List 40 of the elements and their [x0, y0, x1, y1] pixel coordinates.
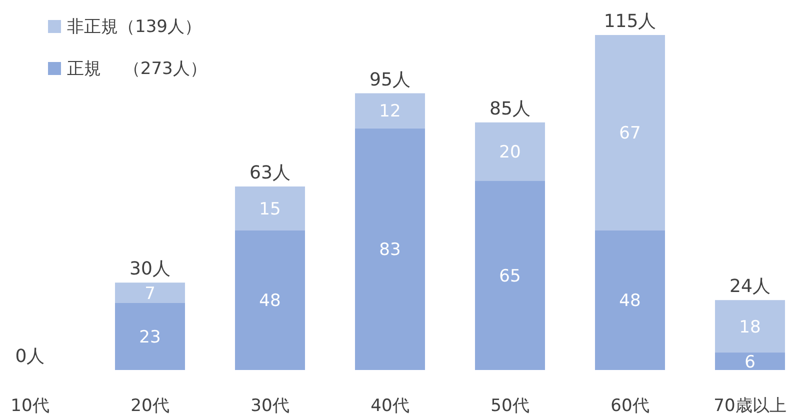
bar [595, 35, 665, 230]
bar [235, 186, 305, 230]
total-label: 85人 [490, 98, 530, 120]
bar [475, 180, 545, 370]
data-label: 67 [619, 124, 641, 144]
legend-label: 正規 （273人） [67, 59, 207, 79]
bar [715, 300, 785, 353]
total-label: 95人 [370, 69, 410, 90]
data-label: 83 [379, 240, 401, 260]
total-label: 30人 [130, 258, 170, 280]
bar [355, 93, 425, 128]
data-label: 18 [739, 317, 761, 338]
data-label: 48 [619, 291, 641, 312]
x-tick-label: 60代 [610, 396, 650, 414]
legend-label: 非正規（139人） [67, 17, 202, 37]
bar [235, 230, 305, 370]
bar [475, 122, 545, 181]
x-tick-label: 10代 [10, 396, 50, 414]
data-label: 20 [499, 142, 521, 163]
total-label: 63人 [250, 162, 290, 184]
data-label: 23 [139, 328, 161, 348]
data-label: 6 [744, 352, 756, 372]
bar [115, 303, 185, 370]
bar [715, 352, 785, 370]
x-tick-label: 40代 [370, 396, 410, 414]
x-tick-label: 70歳以上 [714, 396, 786, 414]
bar [115, 282, 185, 303]
data-label: 7 [144, 284, 156, 304]
bar [355, 128, 425, 370]
data-label: 48 [259, 291, 281, 312]
total-label: 0人 [15, 346, 45, 367]
data-label: 65 [499, 266, 521, 286]
x-tick-label: 50代 [490, 396, 530, 414]
x-tick-label: 20代 [130, 396, 170, 414]
total-label: 115人 [604, 11, 656, 32]
bar [595, 230, 665, 370]
data-label: 12 [379, 102, 401, 122]
total-label: 24人 [730, 276, 770, 298]
x-tick-label: 30代 [250, 396, 290, 414]
data-label: 15 [259, 199, 281, 220]
